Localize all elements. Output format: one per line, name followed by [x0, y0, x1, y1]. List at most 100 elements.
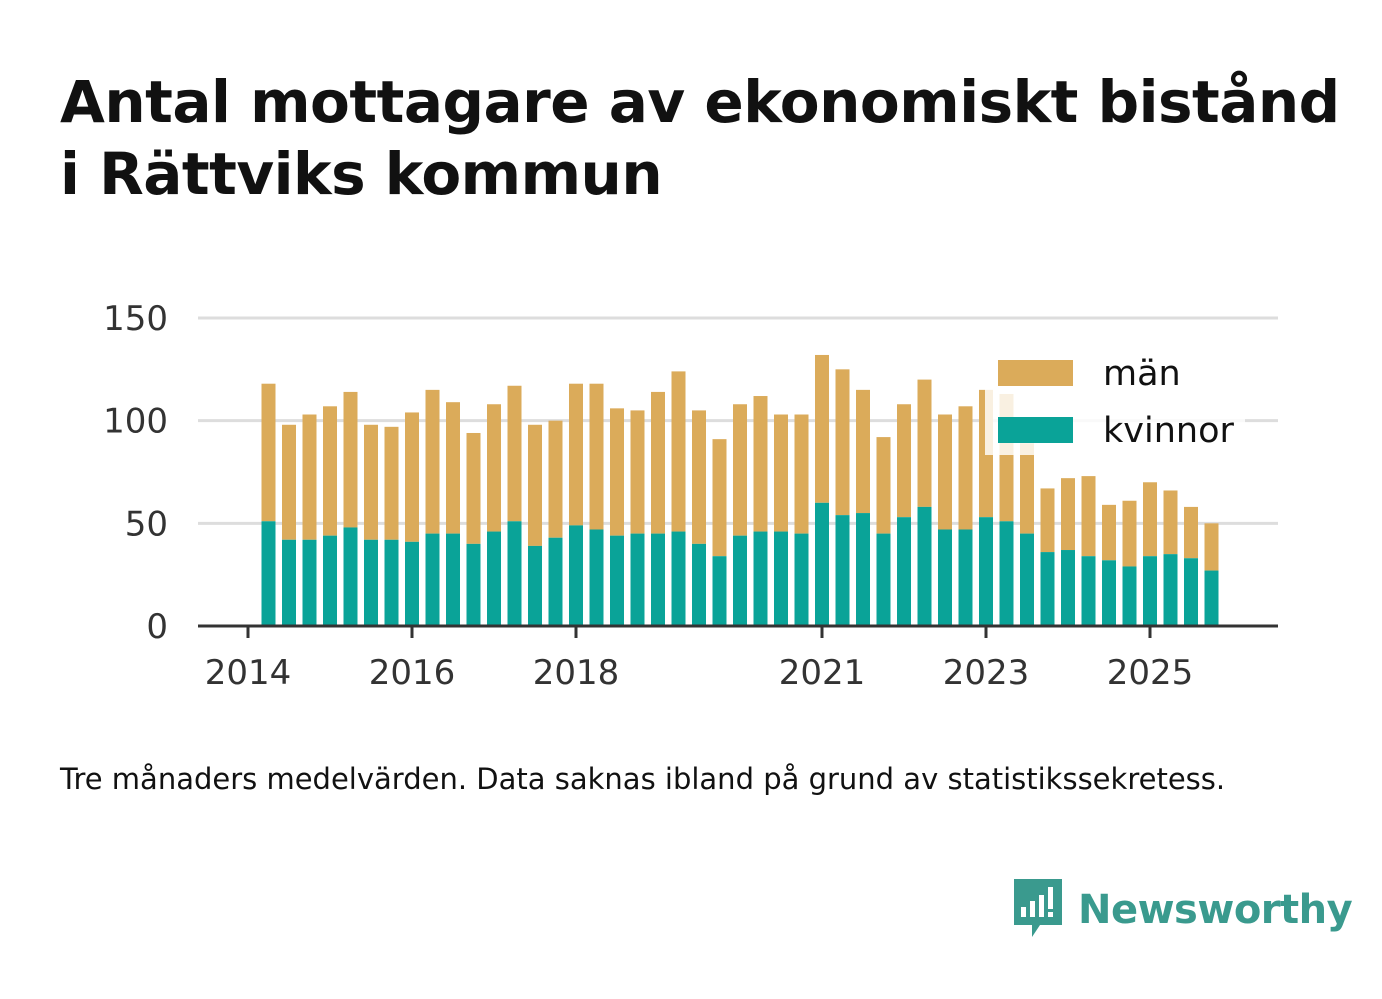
bar-man-30 [876, 437, 891, 534]
bar-kvinnor-13 [528, 545, 542, 626]
bar-man-41 [1102, 504, 1116, 561]
y-axis-ticks: 0 50 100 150 [103, 299, 168, 647]
bar-kvinnor-46 [1204, 570, 1219, 626]
bar-man-8 [425, 389, 440, 534]
bar-man-2 [302, 414, 317, 540]
brand-logo[interactable]: Newsworthy [1010, 877, 1353, 943]
bar-kvinnor-8 [425, 533, 440, 626]
bar-man-43 [1143, 482, 1157, 557]
bar-kvinnor-37 [1020, 533, 1034, 626]
bar-man-5 [364, 424, 378, 540]
bar-kvinnor-31 [897, 517, 911, 626]
legend-label-kvinnor: kvinnor [1103, 411, 1234, 451]
bar-man-1 [282, 424, 296, 540]
bar-man-45 [1184, 506, 1198, 559]
bar-kvinnor-42 [1122, 566, 1137, 626]
bar-kvinnor-33 [938, 529, 952, 626]
bar-man-28 [835, 369, 850, 516]
bar-kvinnor-6 [384, 539, 399, 626]
bar-man-20 [671, 371, 686, 532]
bar-kvinnor-38 [1040, 552, 1055, 626]
bar-man-44 [1163, 490, 1178, 555]
bar-kvinnor-21 [692, 543, 706, 626]
bar-kvinnor-23 [733, 535, 747, 626]
bar-man-31 [897, 404, 911, 518]
y-tick-label-50: 50 [125, 504, 168, 544]
bar-man-40 [1081, 476, 1096, 557]
bar-man-25 [774, 414, 788, 532]
bar-kvinnor-25 [774, 531, 788, 626]
bar-man-27 [815, 354, 829, 503]
bar-kvinnor-1 [282, 539, 296, 626]
bar-man-17 [610, 408, 624, 536]
bars [261, 354, 1219, 626]
x-tick-label-2014: 2014 [205, 653, 292, 693]
bar-kvinnor-26 [794, 533, 809, 626]
bar-kvinnor-18 [630, 533, 645, 626]
legend-swatch-man [998, 360, 1073, 386]
bar-kvinnor-41 [1102, 560, 1116, 626]
bar-kvinnor-0 [261, 521, 276, 626]
bar-man-21 [692, 410, 706, 544]
bar-kvinnor-29 [856, 513, 870, 626]
bar-man-10 [466, 432, 481, 544]
bar-man-29 [856, 389, 870, 514]
chart-title: Antal mottagare av ekonomiskt bistånd i … [60, 68, 1340, 208]
bar-man-18 [630, 410, 645, 534]
bar-kvinnor-43 [1143, 556, 1157, 626]
bar-man-0 [261, 383, 276, 522]
x-tick-label-2025: 2025 [1107, 653, 1194, 693]
bar-kvinnor-44 [1163, 554, 1178, 626]
bar-kvinnor-10 [466, 543, 481, 626]
bar-kvinnor-27 [815, 502, 829, 626]
bar-man-7 [405, 412, 419, 542]
legend: män kvinnor [985, 345, 1245, 455]
bar-kvinnor-28 [835, 515, 850, 626]
bar-man-22 [712, 439, 727, 557]
bar-man-16 [589, 383, 604, 530]
x-tick-label-2018: 2018 [533, 653, 620, 693]
bar-kvinnor-5 [364, 539, 378, 626]
bar-kvinnor-15 [569, 525, 583, 626]
bar-kvinnor-3 [323, 535, 337, 626]
y-tick-label-0: 0 [146, 607, 168, 647]
bar-kvinnor-32 [917, 506, 932, 626]
bar-man-33 [938, 414, 952, 530]
bar-man-32 [917, 379, 932, 507]
bar-man-23 [733, 404, 747, 536]
bar-man-15 [569, 383, 583, 526]
bar-man-3 [323, 406, 337, 536]
brand-name: Newsworthy [1078, 887, 1353, 933]
bar-kvinnor-22 [712, 556, 727, 626]
bar-man-6 [384, 426, 399, 540]
bar-man-46 [1204, 523, 1219, 571]
bar-man-42 [1122, 500, 1137, 567]
bar-kvinnor-12 [507, 521, 522, 626]
bar-man-12 [507, 385, 522, 522]
bar-kvinnor-14 [548, 537, 563, 626]
bar-kvinnor-24 [753, 531, 768, 626]
newsworthy-logo-icon [1010, 877, 1066, 943]
bar-kvinnor-39 [1061, 550, 1075, 626]
bar-kvinnor-4 [343, 527, 358, 626]
bar-kvinnor-9 [446, 533, 460, 626]
bar-man-24 [753, 396, 768, 532]
x-tick-label-2023: 2023 [943, 653, 1030, 693]
bar-man-14 [548, 420, 563, 538]
bar-kvinnor-17 [610, 535, 624, 626]
x-tick-label-2021: 2021 [779, 653, 866, 693]
bar-man-34 [958, 406, 973, 530]
y-tick-label-100: 100 [103, 402, 168, 442]
bar-kvinnor-2 [302, 539, 317, 626]
bar-kvinnor-11 [487, 531, 501, 626]
bar-kvinnor-20 [671, 531, 686, 626]
bar-kvinnor-35 [979, 517, 993, 626]
bar-kvinnor-19 [651, 533, 665, 626]
bar-man-19 [651, 391, 665, 534]
bar-kvinnor-34 [958, 529, 973, 626]
bar-man-9 [446, 402, 460, 534]
bar-man-38 [1040, 488, 1055, 553]
bar-kvinnor-30 [876, 533, 891, 626]
x-tick-label-2016: 2016 [369, 653, 456, 693]
